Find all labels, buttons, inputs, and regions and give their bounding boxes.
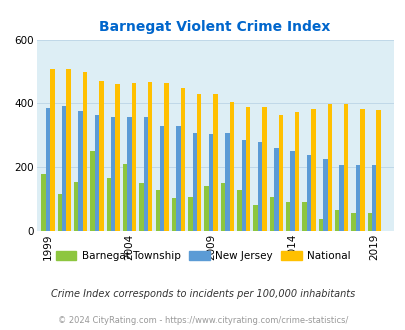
Bar <box>148 82 152 231</box>
Bar <box>50 69 54 231</box>
Bar <box>131 82 136 231</box>
Bar <box>306 155 310 231</box>
Bar <box>107 178 111 231</box>
Bar <box>209 134 213 231</box>
Bar <box>290 151 294 231</box>
Legend: Barnegat Township, New Jersey, National: Barnegat Township, New Jersey, National <box>51 247 354 265</box>
Bar <box>334 210 339 231</box>
Bar <box>355 165 359 231</box>
Bar <box>286 202 290 231</box>
Bar <box>350 214 355 231</box>
Bar <box>176 126 180 231</box>
Bar <box>41 174 46 231</box>
Text: © 2024 CityRating.com - https://www.cityrating.com/crime-statistics/: © 2024 CityRating.com - https://www.city… <box>58 316 347 325</box>
Bar <box>213 94 217 231</box>
Bar <box>294 112 298 231</box>
Bar <box>278 115 282 231</box>
Bar <box>90 151 94 231</box>
Bar <box>343 104 347 231</box>
Bar <box>245 107 250 231</box>
Bar <box>253 206 257 231</box>
Bar <box>192 133 196 231</box>
Bar <box>229 102 233 231</box>
Bar <box>188 197 192 231</box>
Bar <box>375 110 380 231</box>
Bar <box>318 219 322 231</box>
Bar <box>123 164 127 231</box>
Bar <box>83 72 87 231</box>
Bar <box>74 182 78 231</box>
Bar <box>257 142 262 231</box>
Bar <box>273 148 278 231</box>
Bar <box>115 84 119 231</box>
Bar <box>322 159 327 231</box>
Bar <box>339 165 343 231</box>
Bar <box>262 107 266 231</box>
Bar <box>99 82 103 231</box>
Bar <box>204 186 209 231</box>
Bar <box>196 94 201 231</box>
Bar <box>58 194 62 231</box>
Bar <box>155 189 160 231</box>
Bar <box>269 197 273 231</box>
Bar <box>46 108 50 231</box>
Bar <box>139 183 143 231</box>
Bar <box>171 197 176 231</box>
Bar <box>225 133 229 231</box>
Bar <box>359 109 364 231</box>
Bar <box>160 126 164 231</box>
Bar <box>237 189 241 231</box>
Bar <box>367 214 371 231</box>
Bar <box>220 183 225 231</box>
Bar <box>78 111 83 231</box>
Text: Crime Index corresponds to incidents per 100,000 inhabitants: Crime Index corresponds to incidents per… <box>51 289 354 299</box>
Bar <box>310 109 315 231</box>
Bar <box>94 115 99 231</box>
Bar <box>62 106 66 231</box>
Bar <box>66 69 71 231</box>
Bar <box>180 88 185 231</box>
Bar <box>111 117 115 231</box>
Bar <box>164 83 168 231</box>
Bar <box>241 140 245 231</box>
Bar <box>327 104 331 231</box>
Bar <box>143 117 148 231</box>
Bar <box>127 117 131 231</box>
Bar <box>371 165 375 231</box>
Bar <box>302 202 306 231</box>
Title: Barnegat Violent Crime Index: Barnegat Violent Crime Index <box>99 20 330 34</box>
